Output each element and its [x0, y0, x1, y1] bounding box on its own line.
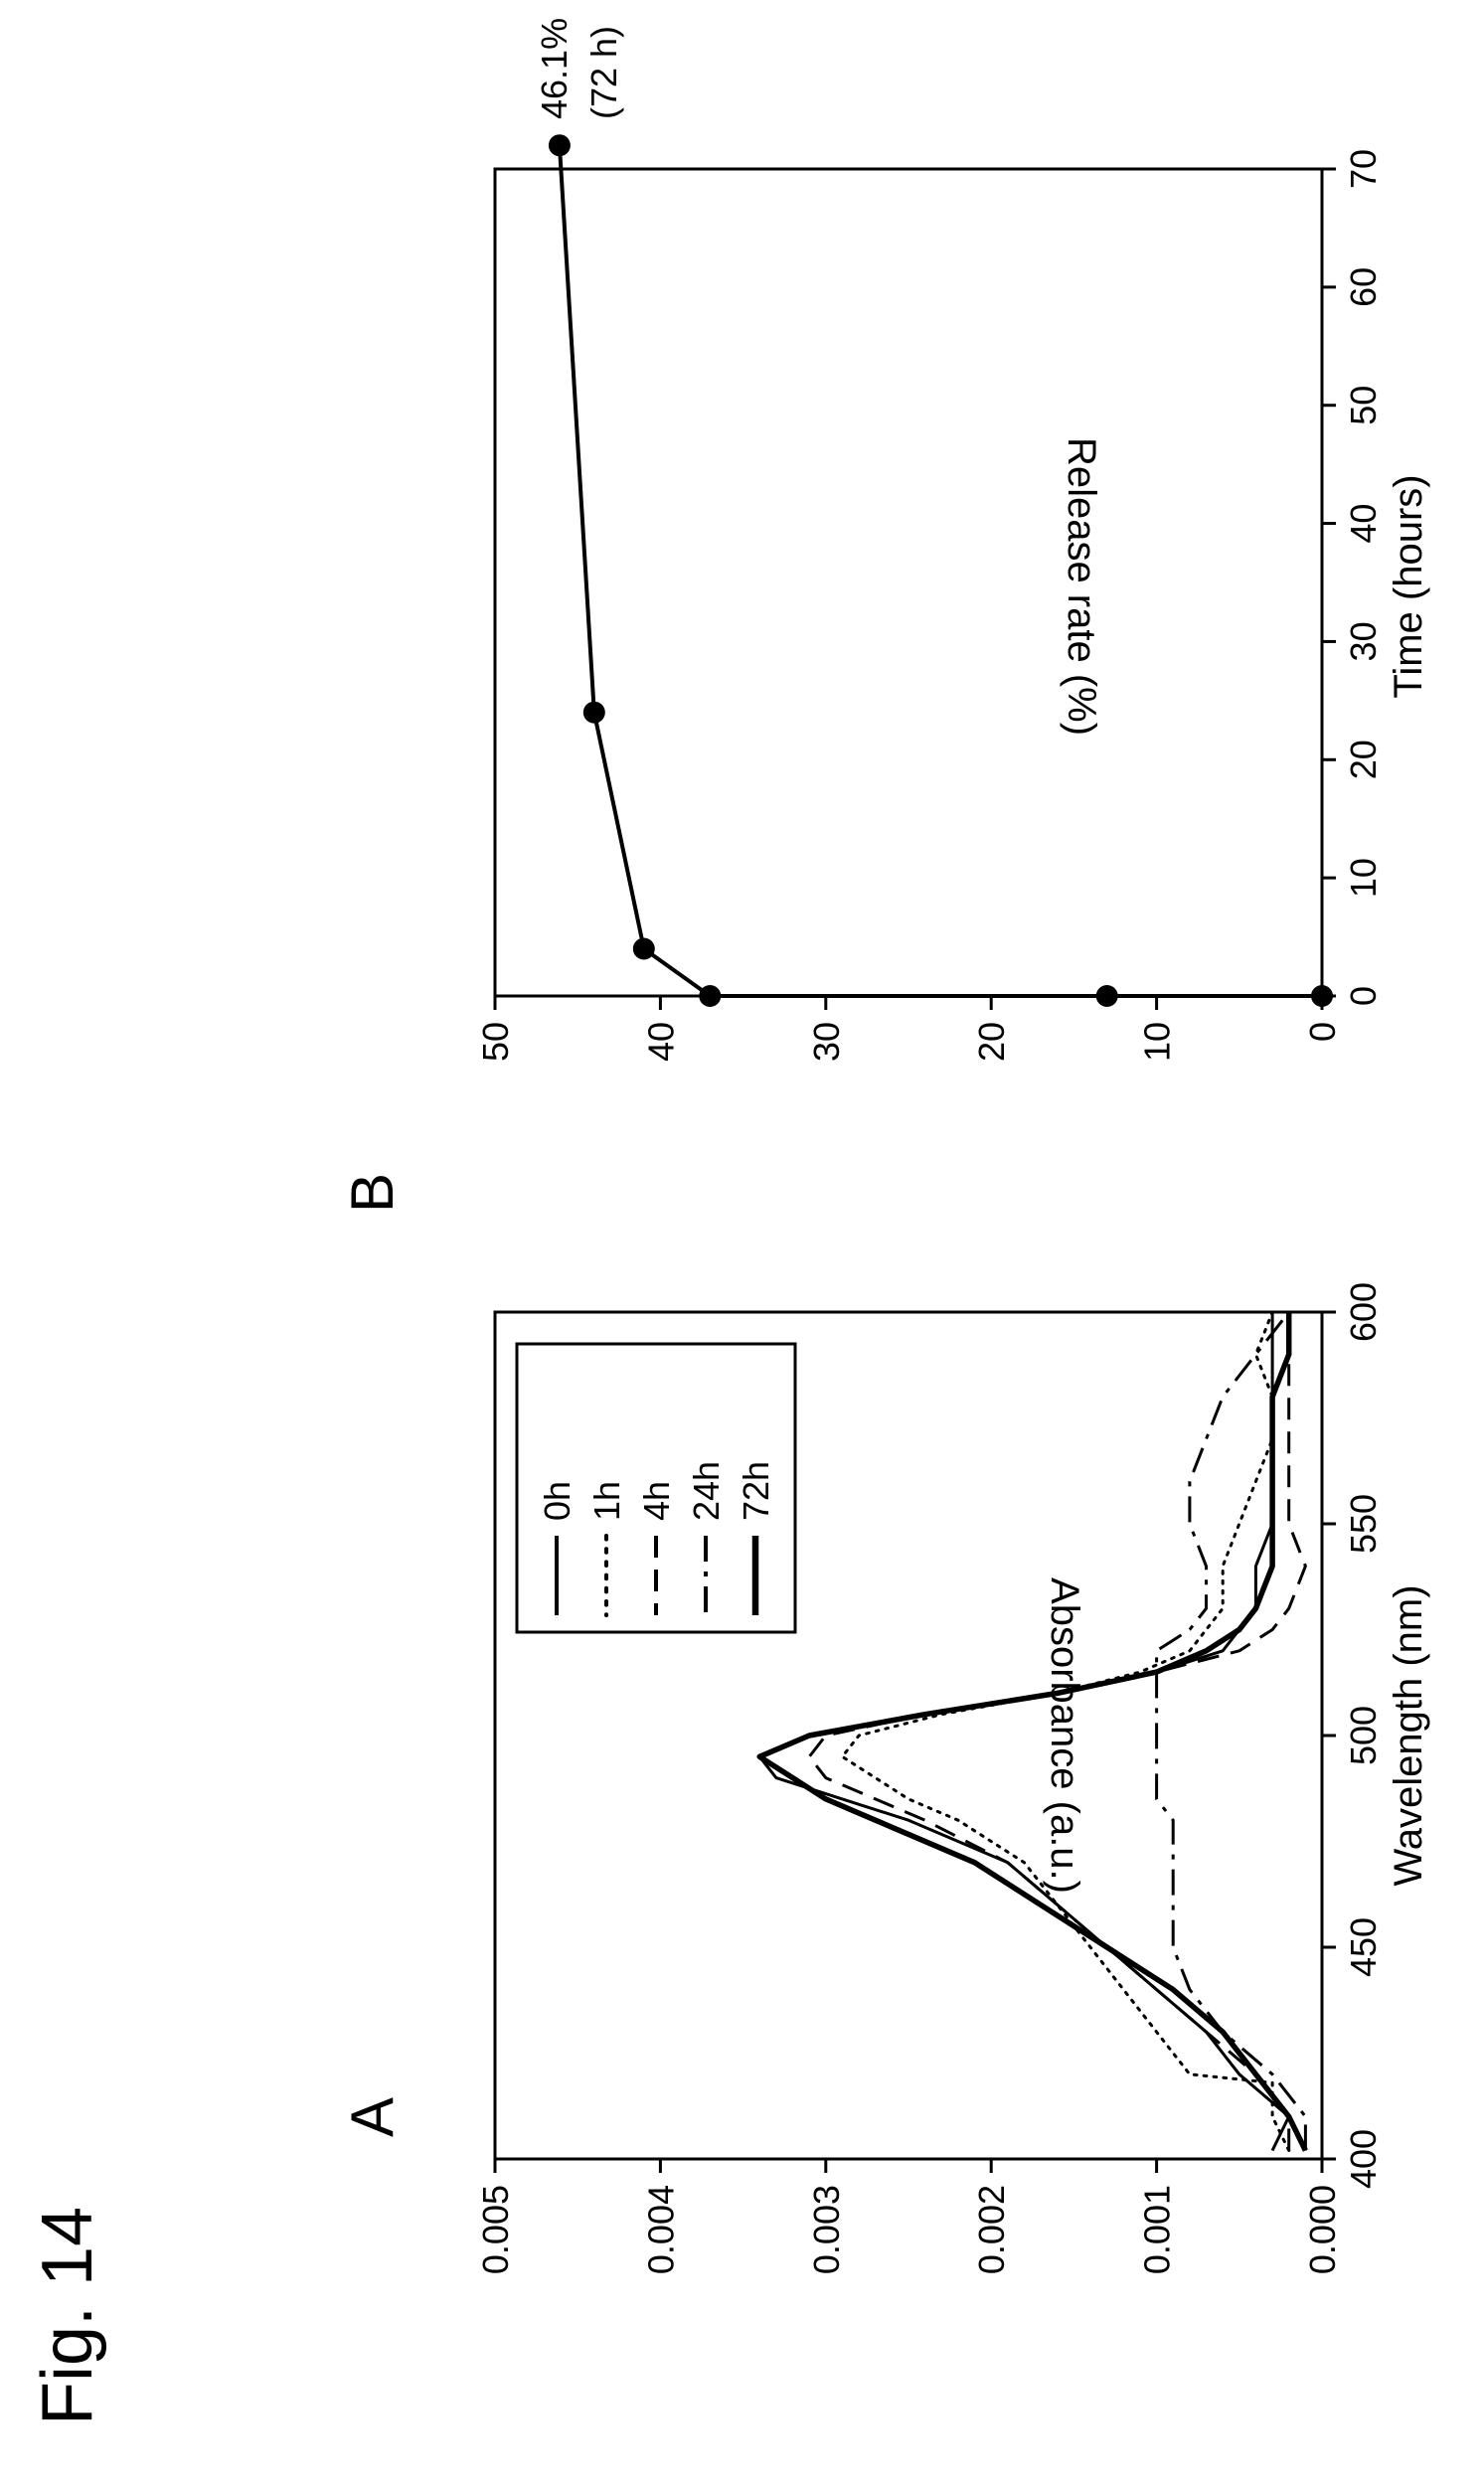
x-tick-label: 60: [1343, 267, 1384, 307]
x-tick-label: 450: [1343, 1917, 1384, 1977]
x-tick-label: 500: [1343, 1706, 1384, 1765]
y-tick-label: 0.004: [640, 2185, 681, 2274]
y-tick-label: 0.005: [475, 2185, 516, 2274]
data-point: [582, 701, 605, 724]
panel-a-ylabel: Absorbance (a.u.): [1043, 1577, 1086, 1894]
figure-title: Fig. 14: [28, 2207, 107, 2425]
legend-label-0h: 0h: [537, 1481, 577, 1521]
panel-b-series: [548, 134, 1333, 1007]
data-point: [1311, 985, 1333, 1007]
panel-b-xlabel: Time (hours): [1387, 474, 1430, 698]
legend-label-4h: 4h: [636, 1481, 677, 1521]
panel-a-ticks: 400 450 500 550 600 0.000 0.001 0.002 0.003 0.004…: [475, 1282, 1384, 2274]
annotation-line-2: (72 h): [583, 26, 624, 119]
series-line-24h: [1155, 1311, 1307, 2151]
x-tick-label: 600: [1343, 1282, 1384, 1342]
x-tick-label: 10: [1343, 858, 1384, 898]
data-point: [1095, 985, 1118, 1007]
y-tick-label: 0.002: [971, 2185, 1012, 2274]
panel-b-ticks: 0 10 20 30 40 50 60 70 0 10 20 30 40 50: [475, 149, 1384, 1062]
y-tick-label: 40: [640, 1022, 681, 1062]
y-tick-label: 0.003: [806, 2185, 847, 2274]
x-tick-label: 70: [1343, 149, 1384, 189]
y-tick-label: 10: [1137, 1022, 1178, 1062]
legend-label-72h: 72h: [736, 1461, 776, 1521]
panel-a-absorbance-chart: 400 450 500 550 600 0.000 0.001 0.002 0.003 0.004…: [475, 1282, 1430, 2274]
y-tick-label: 50: [475, 1022, 516, 1062]
y-tick-label: 0: [1302, 1022, 1343, 1042]
series-line-72h: [756, 1312, 1308, 2152]
panel-a-xlabel: Wavelength (nm): [1387, 1584, 1430, 1886]
legend-label-1h: 1h: [586, 1481, 627, 1521]
data-point: [632, 937, 655, 960]
x-tick-label: 0: [1343, 986, 1384, 1006]
y-tick-label: 0.000: [1302, 2185, 1343, 2274]
panel-label-b: B: [339, 1173, 406, 1213]
legend-label-24h: 24h: [686, 1461, 727, 1521]
y-tick-label: 30: [806, 1022, 847, 1062]
series-line-1h: [840, 1310, 1291, 2152]
data-point: [699, 985, 722, 1007]
x-tick-label: 40: [1343, 504, 1384, 544]
x-tick-label: 30: [1343, 621, 1384, 661]
x-tick-label: 20: [1343, 740, 1384, 779]
panel-b-ylabel: Release rate (%): [1060, 437, 1103, 736]
panel-label-a: A: [339, 2097, 406, 2137]
x-tick-label: 400: [1343, 2129, 1384, 2189]
x-tick-label: 550: [1343, 1494, 1384, 1554]
panel-a-series: [756, 1310, 1308, 2152]
annotation-line-1: 46.1%: [534, 18, 575, 119]
x-tick-label: 50: [1343, 386, 1384, 425]
y-tick-label: 0.001: [1137, 2185, 1178, 2274]
data-point: [548, 134, 571, 157]
release-curve: [557, 145, 1322, 998]
y-tick-label: 20: [971, 1022, 1012, 1062]
panel-a-legend: 0h 1h 4h 24h 72h: [515, 1342, 797, 1634]
